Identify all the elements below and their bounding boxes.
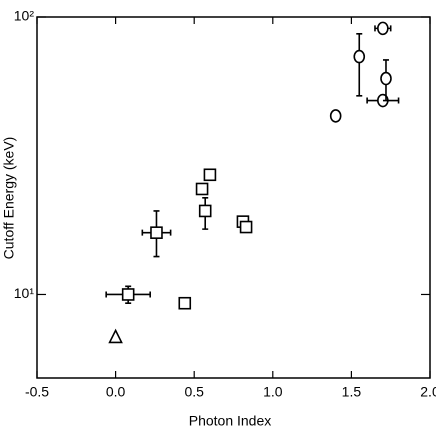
square-marker bbox=[150, 226, 163, 239]
square-marker bbox=[178, 296, 192, 310]
x-tick-label: 0.5 bbox=[184, 384, 204, 400]
square-marker bbox=[239, 220, 253, 234]
plot-frame bbox=[36, 16, 431, 379]
circle-marker bbox=[329, 109, 342, 123]
square-marker bbox=[203, 168, 217, 182]
x-tick-label: 1.5 bbox=[342, 384, 362, 400]
y-axis-label: Cutoff Energy (keV) bbox=[1, 137, 17, 260]
y-error-bar bbox=[356, 32, 363, 97]
triangle-marker bbox=[108, 328, 123, 344]
x-axis-label: Photon Index bbox=[189, 413, 272, 429]
x-tick-label: 2.0 bbox=[420, 384, 436, 400]
x-tick-label: 0.0 bbox=[106, 384, 126, 400]
circle-marker bbox=[380, 71, 392, 86]
x-tick-label: -0.5 bbox=[25, 384, 49, 400]
y-tick-label: 10² bbox=[14, 8, 35, 24]
circle-marker bbox=[377, 21, 389, 36]
circle-marker bbox=[353, 49, 366, 64]
square-marker bbox=[121, 288, 135, 301]
y-tick-label: 10¹ bbox=[14, 285, 35, 301]
x-tick-label: 1.0 bbox=[263, 384, 283, 400]
square-marker bbox=[198, 204, 212, 218]
square-marker bbox=[195, 182, 209, 196]
